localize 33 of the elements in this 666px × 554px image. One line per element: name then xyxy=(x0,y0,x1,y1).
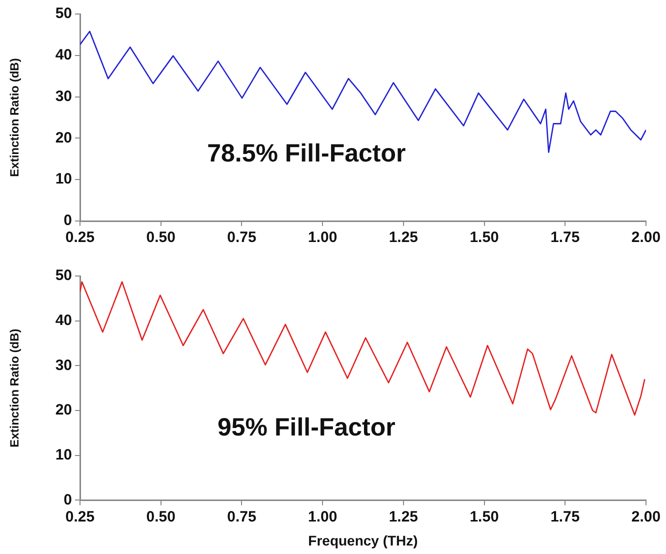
y-tick-label: 30 xyxy=(55,88,72,105)
x-tick-label: 1.00 xyxy=(308,229,338,246)
x-tick-label: 1.50 xyxy=(470,229,499,246)
y-tick-label: 10 xyxy=(55,170,72,188)
x-tick-label: 1.75 xyxy=(550,508,580,526)
y-tick-label: 40 xyxy=(55,312,72,329)
x-tick-label: 1.75 xyxy=(550,229,580,246)
y-axis-title: Extinction Ratio (dB) xyxy=(8,328,22,448)
y-tick-label: 50 xyxy=(55,267,72,284)
annotation: 78.5% Fill-Factor xyxy=(207,140,406,168)
x-tick-label: 0.75 xyxy=(227,508,256,526)
x-tick-label: 1.50 xyxy=(470,508,499,526)
y-tick-label: 20 xyxy=(55,129,72,146)
y-tick-label: 40 xyxy=(55,46,72,64)
annotation: 95% Fill-Factor xyxy=(217,413,396,442)
y-tick-label: 20 xyxy=(55,402,72,419)
x-tick-label: 0.25 xyxy=(65,229,95,246)
y-tick-label: 30 xyxy=(55,356,72,374)
x-tick-label: 0.50 xyxy=(146,508,176,526)
y-axis-title: Extinction Ratio (dB) xyxy=(8,58,22,177)
x-tick-label: 0.25 xyxy=(65,508,95,526)
x-tick-label: 0.50 xyxy=(146,229,176,246)
x-tick-label: 1.00 xyxy=(308,508,338,526)
x-tick-label: 1.25 xyxy=(388,229,418,246)
y-tick-label: 0 xyxy=(64,212,72,230)
y-tick-label: 50 xyxy=(55,5,72,22)
x-tick-label: 0.75 xyxy=(227,229,256,246)
x-tick-label: 2.00 xyxy=(631,229,661,246)
x-axis-title: Frequency (THz) xyxy=(308,532,418,548)
x-tick-label: 1.25 xyxy=(388,508,418,526)
y-tick-label: 10 xyxy=(55,446,72,464)
x-tick-label: 2.00 xyxy=(631,508,661,526)
y-tick-label: 0 xyxy=(64,491,72,508)
